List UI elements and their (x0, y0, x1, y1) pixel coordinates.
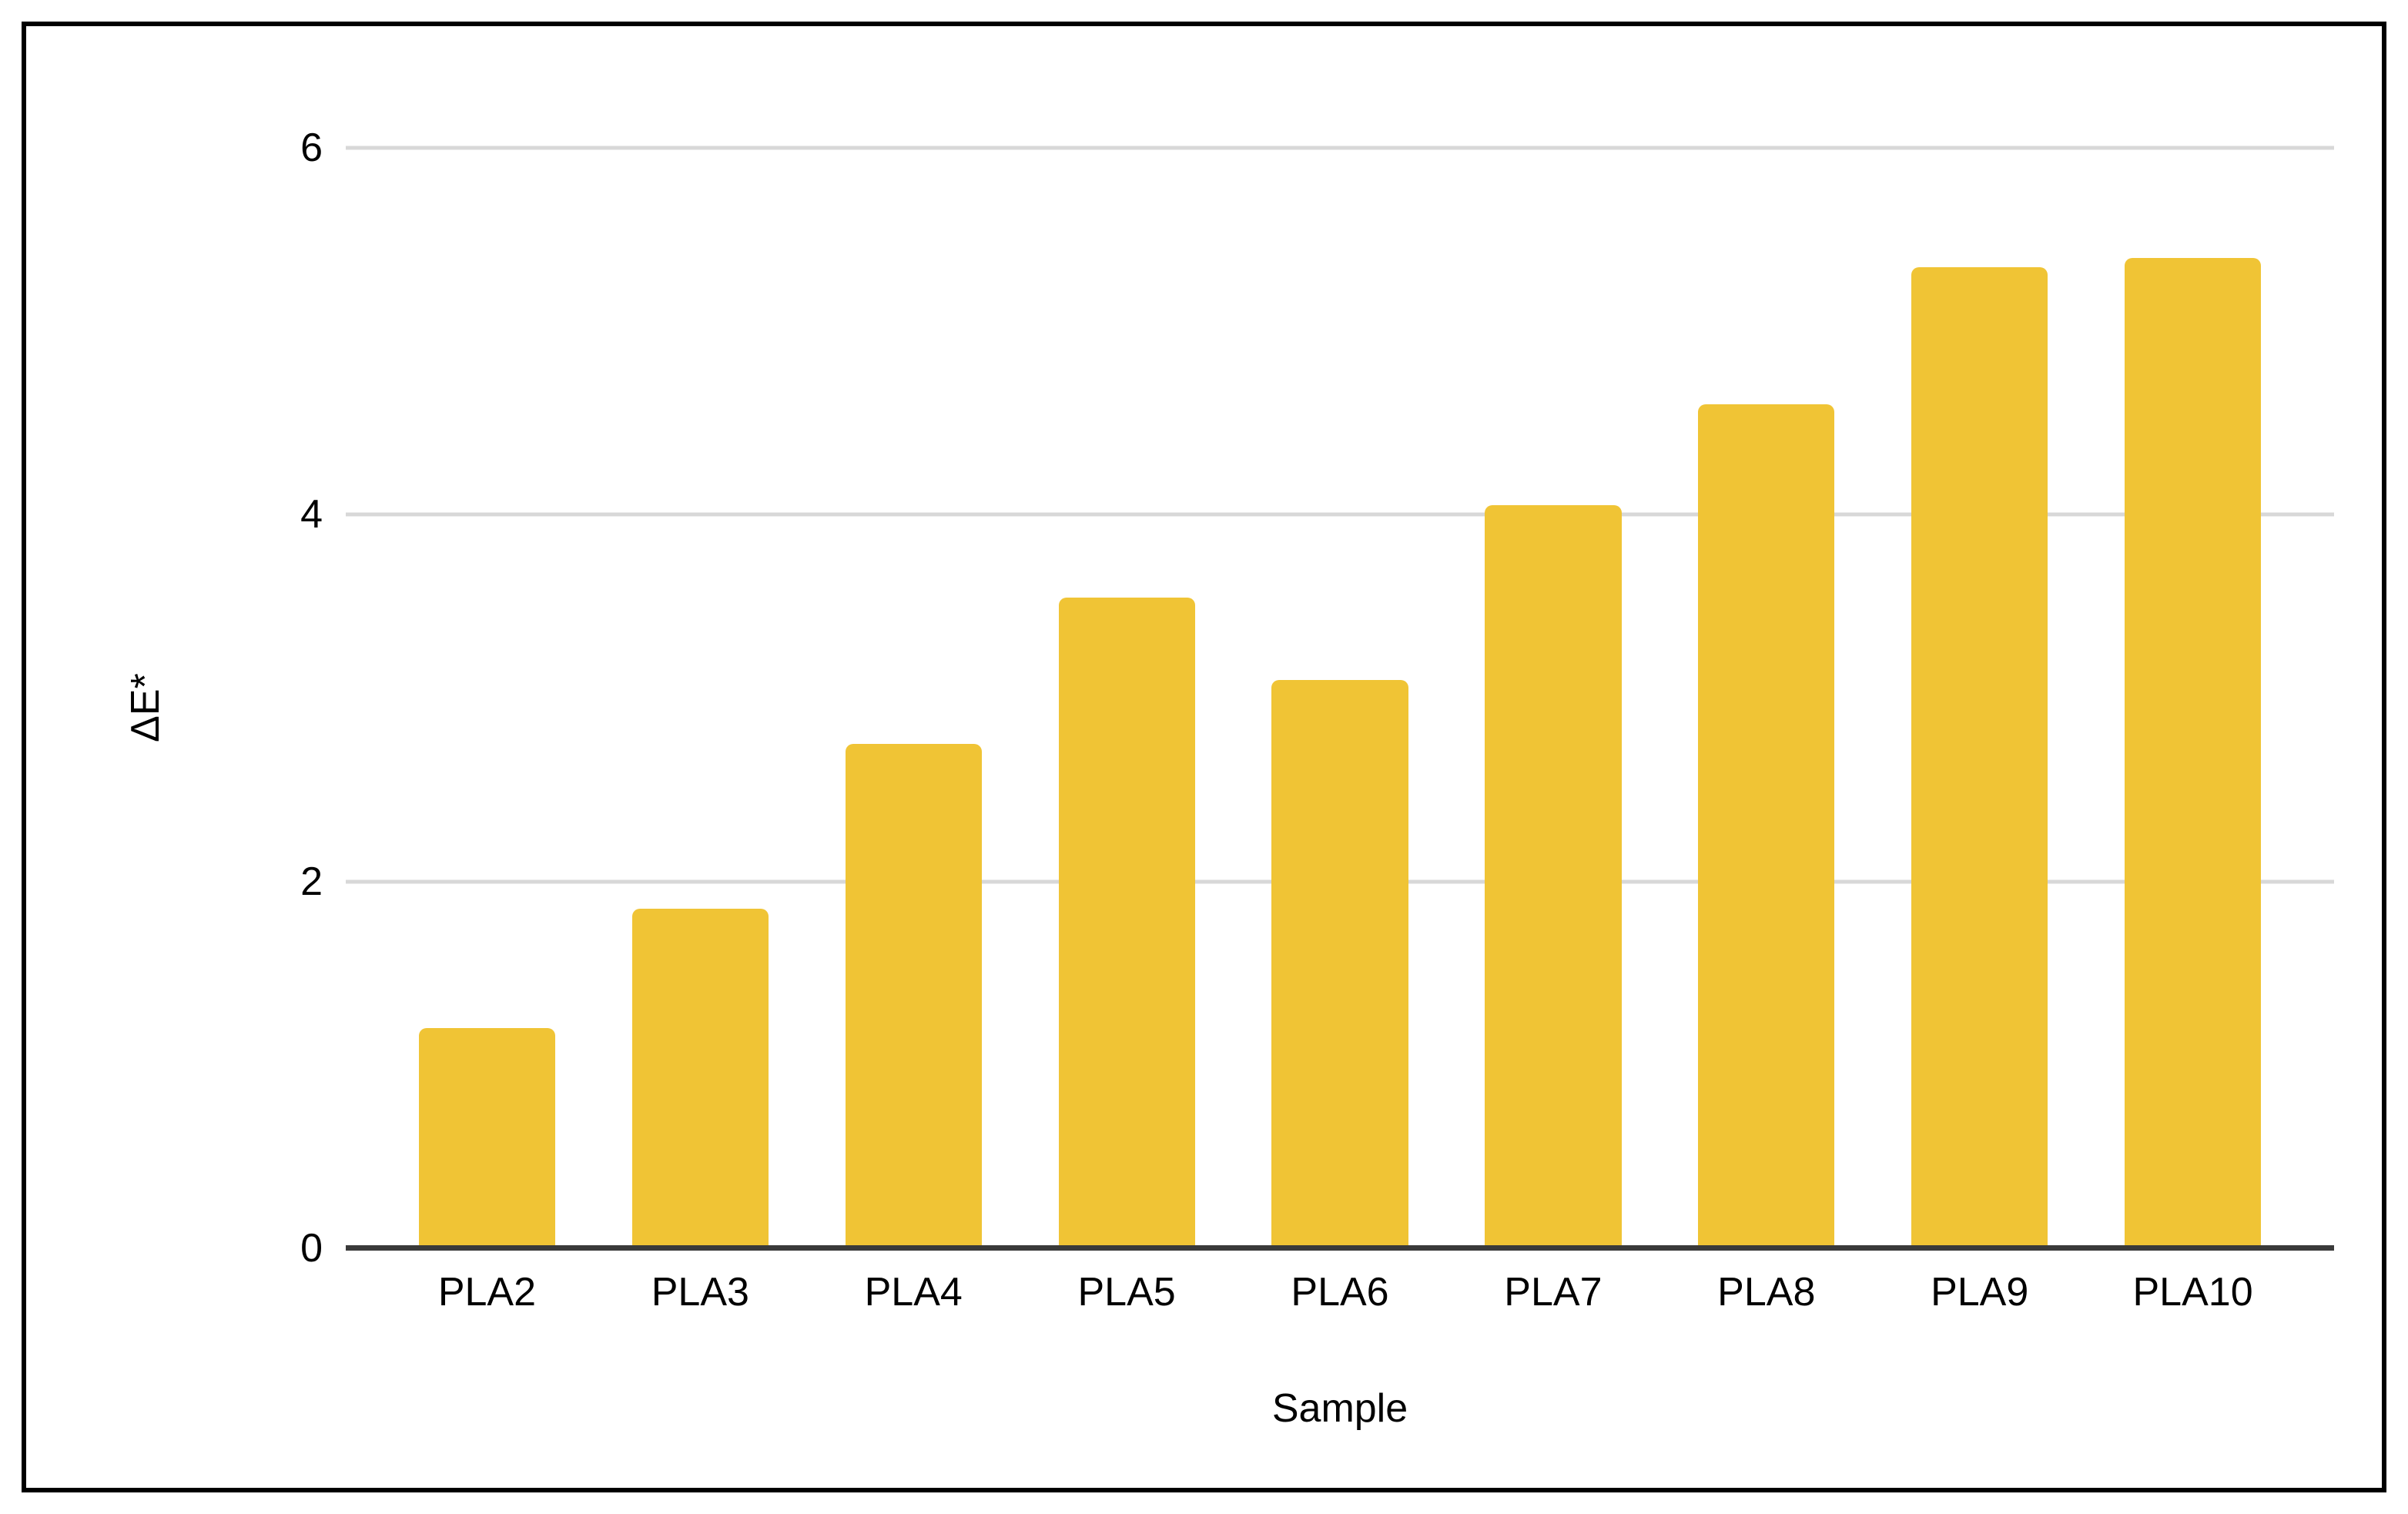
y-tick-label-0: 0 (300, 1226, 323, 1271)
bars-group (346, 148, 2334, 1248)
bar-pla4[interactable] (845, 744, 982, 1248)
gridline-y4 (346, 512, 2334, 517)
plot-area (346, 146, 2334, 1251)
bar-slot-pla3 (594, 148, 807, 1248)
x-tick-label-pla5: PLA5 (1077, 1270, 1176, 1315)
x-axis-title: Sample (1271, 1386, 1408, 1431)
bar-pla7[interactable] (1485, 505, 1622, 1248)
bar-pla3[interactable] (631, 909, 769, 1248)
x-tick-label-pla8: PLA8 (1717, 1270, 1816, 1315)
bar-slot-pla4 (807, 148, 1020, 1248)
y-tick-label-4: 4 (300, 492, 323, 538)
y-tick-label-6: 6 (300, 126, 323, 170)
x-axis-line (346, 1245, 2334, 1251)
bar-pla2[interactable] (418, 1028, 556, 1248)
y-axis-title: ΔE* (123, 673, 168, 742)
x-tick-label-pla10: PLA10 (2132, 1270, 2253, 1315)
bar-slot-pla2 (380, 148, 594, 1248)
x-tick-label-pla3: PLA3 (651, 1270, 749, 1315)
bar-pla9[interactable] (1911, 266, 2048, 1248)
bar-slot-pla8 (1659, 148, 1873, 1248)
x-tick-label-pla6: PLA6 (1291, 1270, 1389, 1315)
x-tick-label-pla4: PLA4 (864, 1270, 963, 1315)
gridline-y6 (346, 146, 2334, 150)
bar-pla6[interactable] (1271, 679, 1408, 1248)
bar-slot-pla9 (1873, 148, 2086, 1248)
bar-pla8[interactable] (1698, 404, 1835, 1248)
bar-slot-pla5 (1020, 148, 1234, 1248)
x-axis-tick-labels: PLA2 PLA3 PLA4 PLA5 PLA6 PLA7 PLA8 PLA9 PLA10 (346, 1272, 2334, 1312)
bar-slot-pla6 (1234, 148, 1447, 1248)
x-tick-label-pla9: PLA9 (1931, 1270, 2029, 1315)
bar-pla5[interactable] (1058, 597, 1195, 1248)
x-tick-label-pla2: PLA2 (437, 1270, 537, 1315)
bar-slot-pla7 (1446, 148, 1659, 1248)
bar-slot-pla10 (2086, 148, 2299, 1248)
bar-pla10[interactable] (2124, 257, 2262, 1248)
y-tick-label-2: 2 (300, 859, 323, 904)
x-tick-label-pla7: PLA7 (1504, 1270, 1603, 1315)
